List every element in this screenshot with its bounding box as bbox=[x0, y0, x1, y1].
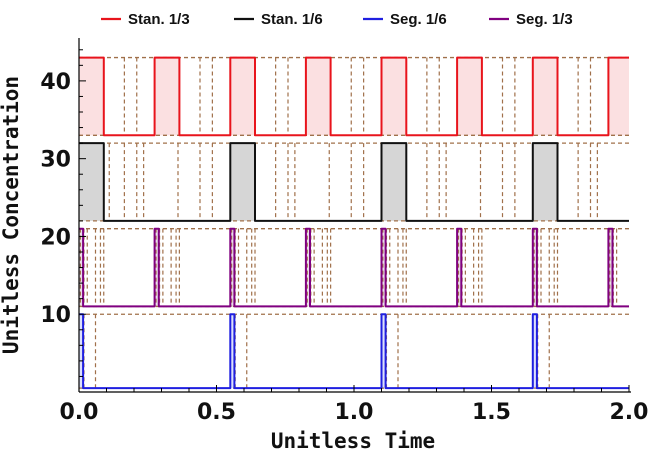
pulse-fill-stan-1-6-2 bbox=[381, 143, 407, 221]
legend: Stan. 1/3 Stan. 1/6 Seg. 1/6 Seg. 1/3 bbox=[101, 11, 573, 28]
axes: 0.0 0.5 1.0 1.5 2.0 10 20 30 40 bbox=[40, 38, 648, 425]
plot-area bbox=[79, 56, 629, 390]
pulse-fill-seg-1-3-2 bbox=[230, 228, 235, 307]
pulse-fill-stan-1-3-2 bbox=[230, 57, 255, 136]
pulse-fill-stan-1-3-7 bbox=[608, 57, 629, 136]
pulse-fill-seg-1-3-4 bbox=[381, 228, 386, 307]
pulse-fill-seg-1-3-3 bbox=[305, 228, 310, 307]
y-tick-label-2: 30 bbox=[40, 148, 71, 173]
pulse-fill-seg-1-6-2 bbox=[381, 314, 386, 389]
pulse-fill-stan-1-3-4 bbox=[381, 57, 407, 136]
legend-label-seg-1-3: Seg. 1/3 bbox=[516, 11, 573, 28]
pulse-fill-stan-1-6-0 bbox=[79, 143, 104, 221]
pulse-fill-stan-1-3-6 bbox=[532, 57, 558, 136]
pulse-fill-seg-1-6-3 bbox=[532, 314, 537, 389]
pulse-fill-seg-1-3-7 bbox=[608, 228, 613, 307]
y-tick-label-3: 40 bbox=[40, 70, 71, 95]
y-axis-label: Unitless Concentration bbox=[0, 76, 23, 354]
pulse-fill-stan-1-6-1 bbox=[230, 143, 255, 221]
pulse-fill-seg-1-6-0 bbox=[79, 314, 84, 389]
x-tick-label-0: 0.0 bbox=[60, 400, 99, 425]
legend-label-seg-1-6: Seg. 1/6 bbox=[390, 11, 447, 28]
series-line-stan-1-6 bbox=[79, 142, 629, 222]
pulse-fill-stan-1-6-3 bbox=[532, 143, 558, 221]
x-tick-label-1: 0.5 bbox=[197, 400, 236, 425]
x-tick-label-4: 2.0 bbox=[610, 400, 649, 425]
series-line-seg-1-3 bbox=[79, 227, 629, 308]
pulse-fill-stan-1-3-5 bbox=[457, 57, 482, 136]
x-tick-label-3: 1.5 bbox=[472, 400, 511, 425]
pulse-fill-seg-1-6-1 bbox=[230, 314, 235, 389]
y-tick-label-1: 20 bbox=[40, 225, 71, 250]
pulse-fill-stan-1-3-3 bbox=[305, 57, 331, 136]
x-axis-label: Unitless Time bbox=[271, 429, 435, 453]
series-line-stan-1-3 bbox=[79, 56, 629, 137]
pulse-fill-seg-1-3-6 bbox=[532, 228, 537, 307]
pulse-fill-stan-1-3-0 bbox=[79, 57, 104, 136]
x-tick-label-2: 1.0 bbox=[335, 400, 374, 425]
legend-label-stan-1-3: Stan. 1/3 bbox=[128, 11, 190, 28]
y-tick-label-0: 10 bbox=[40, 303, 71, 328]
pulse-fill-seg-1-3-5 bbox=[457, 228, 462, 307]
legend-label-stan-1-6: Stan. 1/6 bbox=[261, 11, 323, 28]
pulse-fill-stan-1-3-1 bbox=[154, 57, 180, 136]
series-line-seg-1-6 bbox=[79, 313, 629, 390]
pulse-fill-seg-1-3-1 bbox=[154, 228, 159, 307]
